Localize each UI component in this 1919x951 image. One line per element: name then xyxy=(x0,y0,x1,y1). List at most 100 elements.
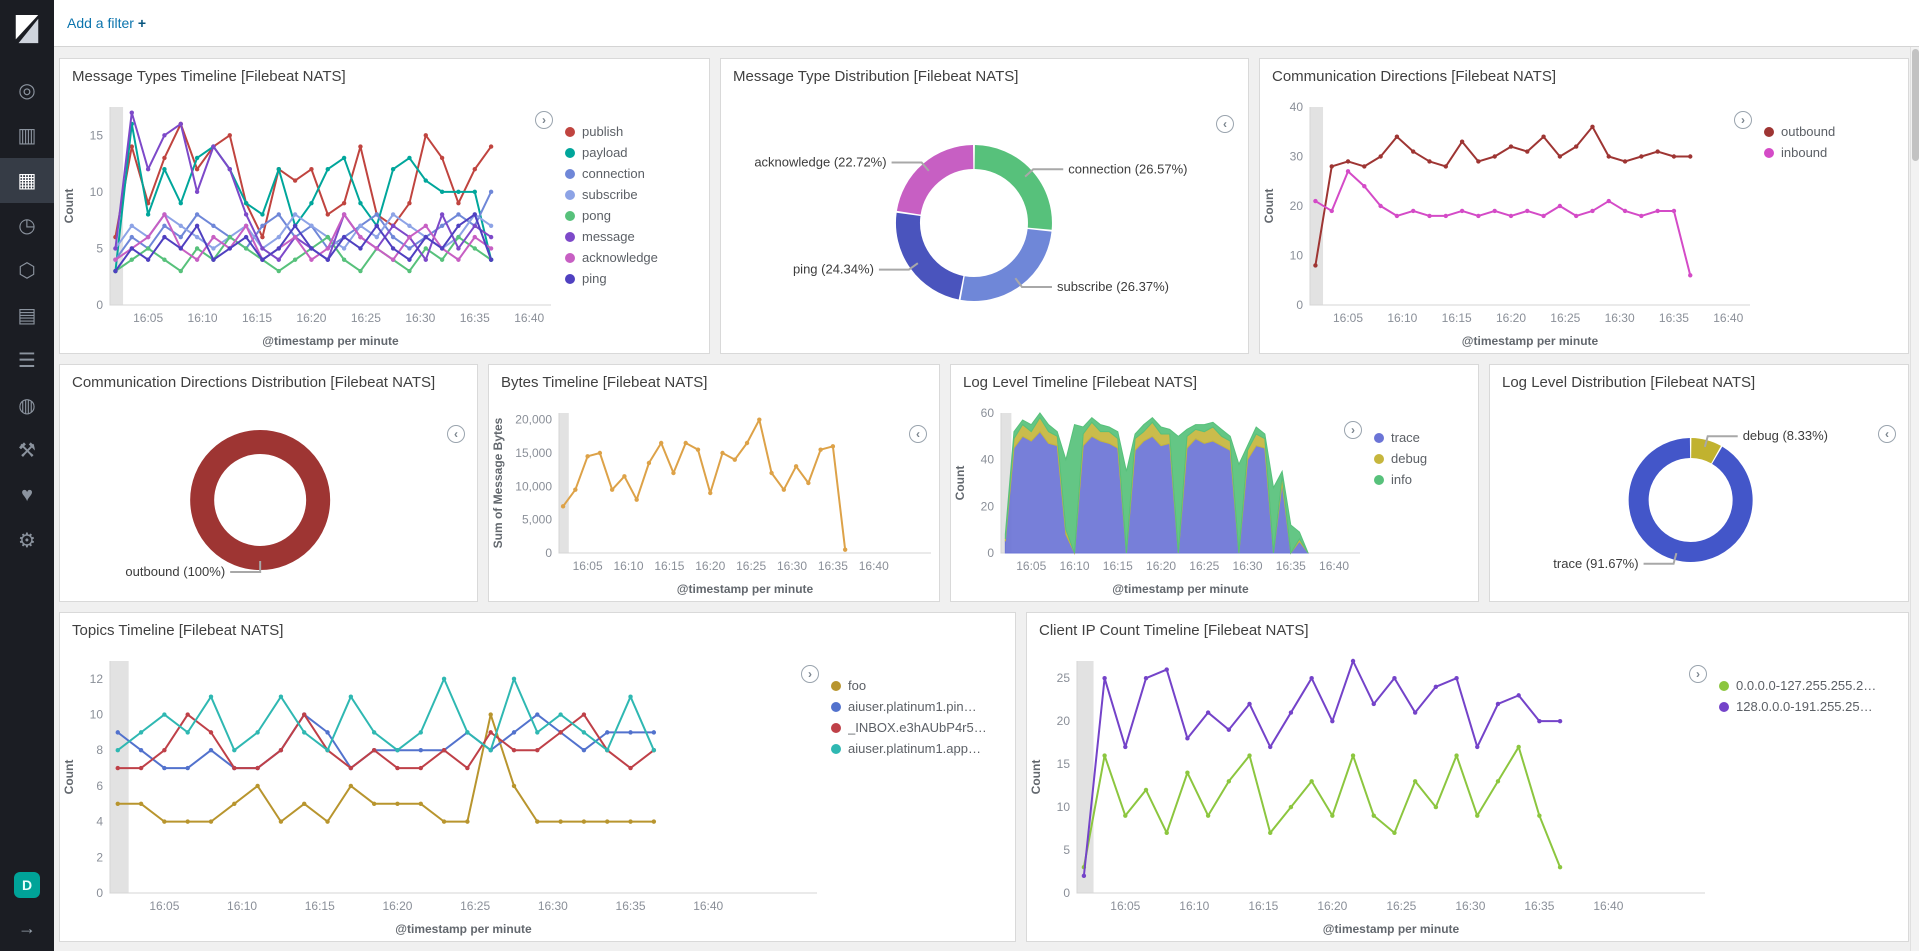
svg-text:@timestamp per minute: @timestamp per minute xyxy=(395,922,532,936)
chart-svg: 0 20 40 60 16:05 16:10 16:15 16:20 16:25 16:30 16:… xyxy=(953,406,1360,596)
legend-label: message xyxy=(582,229,635,244)
sidebar-item-discover[interactable]: ◎ xyxy=(0,68,54,113)
svg-text:20: 20 xyxy=(981,499,995,513)
infrastructure-icon: ▤ xyxy=(17,305,37,327)
sidebar-item-infrastructure[interactable]: ▤ xyxy=(0,293,54,338)
legend-item-outbound[interactable]: outbound xyxy=(1758,121,1908,142)
legend-item-128-0-0-0-191-255-25-[interactable]: 128.0.0.0-191.255.25… xyxy=(1713,696,1908,717)
sidebar-item-dashboard[interactable]: ▦ xyxy=(0,158,54,203)
panel-body: 0 2 4 6 8 10 12 16:05 16:10 16:15 16:20 16:25 16:30 1… xyxy=(60,647,1015,941)
legend-toggle[interactable]: › xyxy=(1689,665,1707,683)
svg-text:16:25: 16:25 xyxy=(1386,899,1416,913)
legend-color-dot xyxy=(831,743,841,754)
legend-label: pong xyxy=(582,208,611,223)
legend-toggle[interactable]: ‹ xyxy=(1216,115,1234,133)
management-icon: ⚙ xyxy=(18,530,36,552)
legend-color-dot xyxy=(565,273,575,284)
svg-text:@timestamp per minute: @timestamp per minute xyxy=(1462,334,1599,348)
sidebar-item-apm[interactable]: ◍ xyxy=(0,383,54,428)
svg-text:16:20: 16:20 xyxy=(1317,899,1347,913)
legend-toggle[interactable]: › xyxy=(1344,421,1362,439)
svg-text:@timestamp per minute: @timestamp per minute xyxy=(1112,582,1249,596)
svg-text:15: 15 xyxy=(90,128,104,142)
scrollbar-thumb[interactable] xyxy=(1912,49,1919,161)
legend-item-debug[interactable]: debug xyxy=(1368,448,1478,469)
chart-bytes-timeline[interactable]: 0 5,000 10,000 15,000 20,000 16:05 16:10 16:15 1… xyxy=(489,399,939,601)
legend-item-0-0-0-0-127-255-255-2-[interactable]: 0.0.0.0-127.255.255.2… xyxy=(1713,675,1908,696)
sidebar-item-logs[interactable]: ☰ xyxy=(0,338,54,383)
legend-toggle[interactable]: › xyxy=(1734,111,1752,129)
chevron-right-icon: › xyxy=(542,113,546,127)
sidebar-item-management[interactable]: ⚙ xyxy=(0,518,54,563)
legend-item-foo[interactable]: foo xyxy=(825,675,1015,696)
legend-item-pong[interactable]: pong xyxy=(559,205,709,226)
legend-label: aiuser.platinum1.app… xyxy=(848,741,981,756)
legend-label: trace xyxy=(1391,430,1420,445)
chart-log-level-distribution[interactable]: debug (8.33%) trace (91.67%) xyxy=(1490,399,1908,601)
vertical-scrollbar[interactable] xyxy=(1910,47,1919,951)
svg-text:10: 10 xyxy=(90,185,104,199)
legend-label: 0.0.0.0-127.255.255.2… xyxy=(1736,678,1877,693)
svg-text:5,000: 5,000 xyxy=(522,513,552,527)
svg-text:16:15: 16:15 xyxy=(1248,899,1278,913)
panel-title: Communication Directions [Filebeat NATS] xyxy=(1272,68,1556,85)
legend-item-message[interactable]: message xyxy=(559,226,709,247)
legend-toggle[interactable]: › xyxy=(535,111,553,129)
legend-item--inbox-e3haubp4r5-[interactable]: _INBOX.e3hAUbP4r5… xyxy=(825,717,1015,738)
svg-text:20: 20 xyxy=(1290,199,1304,213)
panel-body: connection (26.57%) subscribe (26.37%) pin… xyxy=(721,93,1248,353)
dashboard-icon: ▦ xyxy=(17,170,37,192)
legend-color-dot xyxy=(1374,432,1384,443)
legend-item-connection[interactable]: connection xyxy=(559,163,709,184)
legend-label: payload xyxy=(582,145,628,160)
svg-text:16:25: 16:25 xyxy=(460,899,490,913)
panel-title: Message Types Timeline [Filebeat NATS] xyxy=(72,68,346,85)
sidebar-item-visualize[interactable]: ▥ xyxy=(0,113,54,158)
chart-communication-directions[interactable]: 0 10 20 30 40 16:05 16:10 16:15 16:20 16:25 16:30 1… xyxy=(1260,93,1758,353)
legend-toggle[interactable]: ‹ xyxy=(447,425,465,443)
sidebar-item-dev-tools[interactable]: ⚒ xyxy=(0,428,54,473)
kibana-logo[interactable] xyxy=(0,0,54,58)
panel-body: 0 5 10 15 16:05 16:10 16:15 16:20 16:25 16:30 16:3… xyxy=(60,93,709,353)
legend-item-acknowledge[interactable]: acknowledge xyxy=(559,247,709,268)
chevron-left-icon: ‹ xyxy=(1223,117,1227,131)
svg-text:16:15: 16:15 xyxy=(305,899,335,913)
chart-legend: outbound inbound xyxy=(1758,93,1908,353)
legend-item-ping[interactable]: ping xyxy=(559,268,709,289)
svg-text:trace (91.67%): trace (91.67%) xyxy=(1553,556,1638,571)
chart-message-type-distribution[interactable]: connection (26.57%) subscribe (26.37%) pin… xyxy=(721,93,1248,353)
legend-item-payload[interactable]: payload xyxy=(559,142,709,163)
svg-text:Sum of Message Bytes: Sum of Message Bytes xyxy=(491,417,505,548)
legend-item-subscribe[interactable]: subscribe xyxy=(559,184,709,205)
sidebar-collapse-icon[interactable]: → xyxy=(18,918,36,938)
visualize-icon: ▥ xyxy=(17,125,37,147)
legend-toggle[interactable]: › xyxy=(801,665,819,683)
chart-client-ip-count-timeline[interactable]: 0 5 10 15 20 25 16:05 16:10 16:15 16:20 16:25 16:30… xyxy=(1027,647,1713,941)
chart-message-types-timeline[interactable]: 0 5 10 15 16:05 16:10 16:15 16:20 16:25 16:30 16:3… xyxy=(60,93,559,353)
legend-toggle[interactable]: ‹ xyxy=(909,425,927,443)
svg-text:ping (24.34%): ping (24.34%) xyxy=(793,262,874,277)
legend-item-info[interactable]: info xyxy=(1368,469,1478,490)
legend-item-aiuser-platinum1-app-[interactable]: aiuser.platinum1.app… xyxy=(825,738,1015,759)
sidebar-item-monitoring[interactable]: ♥ xyxy=(0,473,54,518)
legend-color-dot xyxy=(831,701,841,712)
legend-label: 128.0.0.0-191.255.25… xyxy=(1736,699,1873,714)
panel-body: 0 20 40 60 16:05 16:10 16:15 16:20 16:25 16:30 16:… xyxy=(951,399,1478,601)
legend-item-aiuser-platinum1-pin-[interactable]: aiuser.platinum1.pin… xyxy=(825,696,1015,717)
panel-body: 0 5 10 15 20 25 16:05 16:10 16:15 16:20 16:25 16:30… xyxy=(1027,647,1908,941)
add-filter-link[interactable]: Add a filter + xyxy=(67,15,146,31)
legend-item-publish[interactable]: publish xyxy=(559,121,709,142)
chart-log-level-timeline[interactable]: 0 20 40 60 16:05 16:10 16:15 16:20 16:25 16:30 16:… xyxy=(951,399,1368,601)
svg-text:16:30: 16:30 xyxy=(777,559,807,573)
chart-communication-directions-distribution[interactable]: outbound (100%) xyxy=(60,399,477,601)
legend-item-inbound[interactable]: inbound xyxy=(1758,142,1908,163)
chart-topics-timeline[interactable]: 0 2 4 6 8 10 12 16:05 16:10 16:15 16:20 16:25 16:30 1… xyxy=(60,647,825,941)
legend-item-trace[interactable]: trace xyxy=(1368,427,1478,448)
space-badge[interactable]: D xyxy=(14,872,40,898)
svg-text:0: 0 xyxy=(545,546,552,560)
svg-text:subscribe (26.37%): subscribe (26.37%) xyxy=(1057,279,1169,294)
sidebar-item-machine-learning[interactable]: ⬡ xyxy=(0,248,54,293)
sidebar-item-timelion[interactable]: ◷ xyxy=(0,203,54,248)
svg-text:@timestamp per minute: @timestamp per minute xyxy=(677,582,814,596)
legend-toggle[interactable]: ‹ xyxy=(1878,425,1896,443)
